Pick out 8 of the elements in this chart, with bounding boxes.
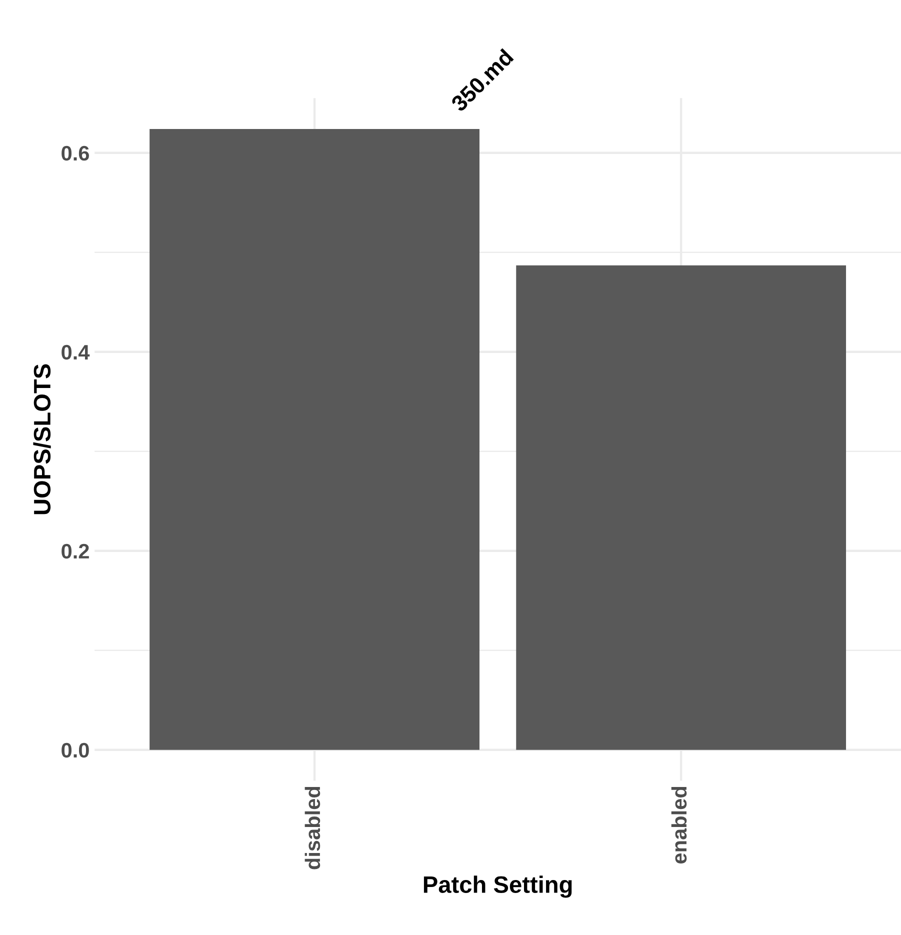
y-tick-label: 0.2 — [62, 544, 89, 559]
x-tick-label: disabled — [304, 786, 320, 870]
y-tick-label: 0.6 — [62, 146, 89, 161]
y-axis-title: UOPS/SLOTS — [33, 364, 51, 514]
y-tick-label: 0.0 — [62, 742, 89, 758]
y-tick-label: 0.4 — [62, 344, 90, 360]
x-tick-label: enabled — [671, 786, 687, 864]
x-axis-title: Patch Setting — [424, 876, 572, 898]
